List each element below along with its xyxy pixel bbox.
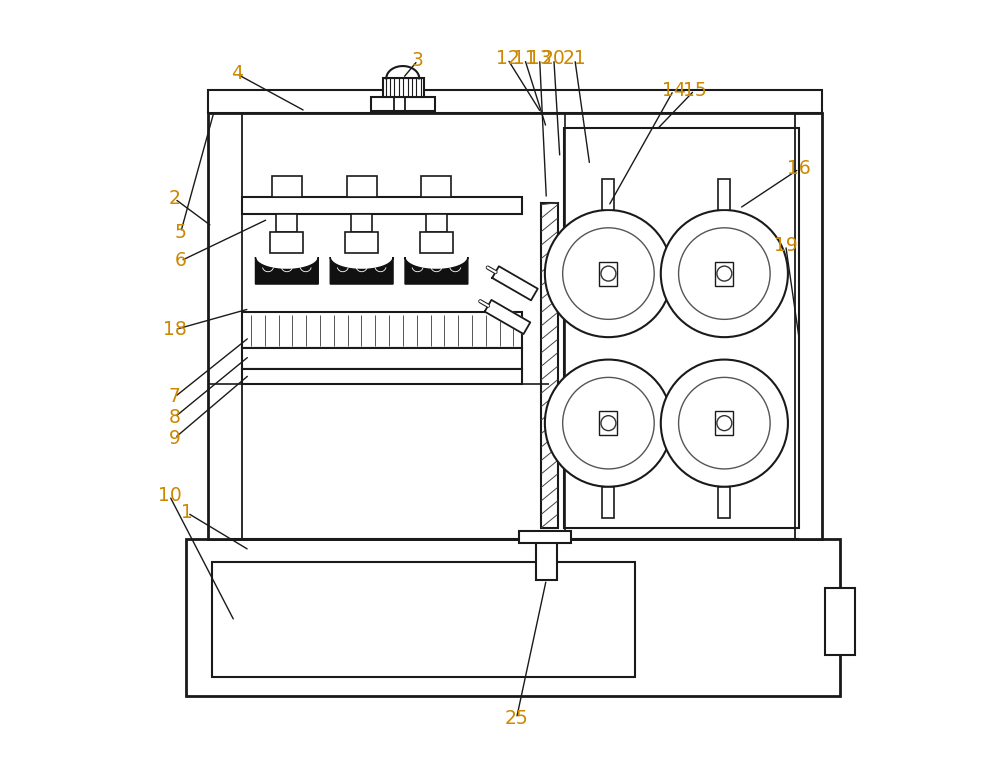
Bar [541,203,558,528]
Text: 5: 5 [175,223,187,242]
Circle shape [661,210,788,337]
Text: 10: 10 [158,486,181,506]
Text: 3: 3 [412,51,424,70]
Text: 21: 21 [563,49,587,69]
Circle shape [717,416,732,431]
Text: 2: 2 [169,189,181,208]
Bar [242,368,522,383]
Circle shape [601,416,616,431]
Bar [272,176,302,197]
Bar [718,178,730,210]
Bar [602,487,614,518]
Text: 6: 6 [175,252,187,270]
Bar [208,113,822,539]
Bar [564,128,799,528]
Bar [536,537,557,580]
Bar [825,587,855,655]
Text: 25: 25 [505,709,528,728]
Bar [715,411,733,435]
Bar [371,97,435,111]
Bar [599,262,617,286]
Text: 7: 7 [169,387,181,407]
Bar [602,178,614,210]
Bar [426,213,447,232]
Bar [421,176,451,197]
Circle shape [717,266,732,281]
Circle shape [545,210,672,337]
Bar [347,176,377,197]
Bar [208,90,822,113]
Text: 8: 8 [169,407,181,427]
Text: 1: 1 [181,503,193,523]
Bar [345,232,378,252]
Text: 19: 19 [774,236,798,255]
Circle shape [601,266,616,281]
Bar [242,348,522,368]
Polygon shape [485,300,530,334]
Bar [186,539,840,696]
Bar [715,262,733,286]
Polygon shape [255,257,318,284]
Bar [718,487,730,518]
Bar [383,79,424,97]
Circle shape [661,360,788,487]
Polygon shape [405,257,468,284]
Text: 18: 18 [163,320,187,339]
Text: 4: 4 [231,65,243,83]
Bar [242,197,522,213]
Circle shape [545,360,672,487]
Text: 16: 16 [787,160,811,178]
Bar [351,213,372,232]
Bar [242,312,522,348]
Text: 9: 9 [169,428,181,448]
Polygon shape [386,66,419,79]
Bar [276,213,297,232]
Text: 14: 14 [662,81,685,100]
Text: 12: 12 [496,49,519,69]
Bar [519,530,571,543]
Polygon shape [492,266,538,301]
Text: 20: 20 [542,49,566,69]
Bar [420,232,453,252]
Polygon shape [330,257,393,284]
Bar [212,562,635,678]
Text: 11: 11 [513,49,537,69]
Bar [599,411,617,435]
Text: 15: 15 [683,81,706,100]
Text: 13: 13 [528,49,552,69]
Bar [270,232,303,252]
